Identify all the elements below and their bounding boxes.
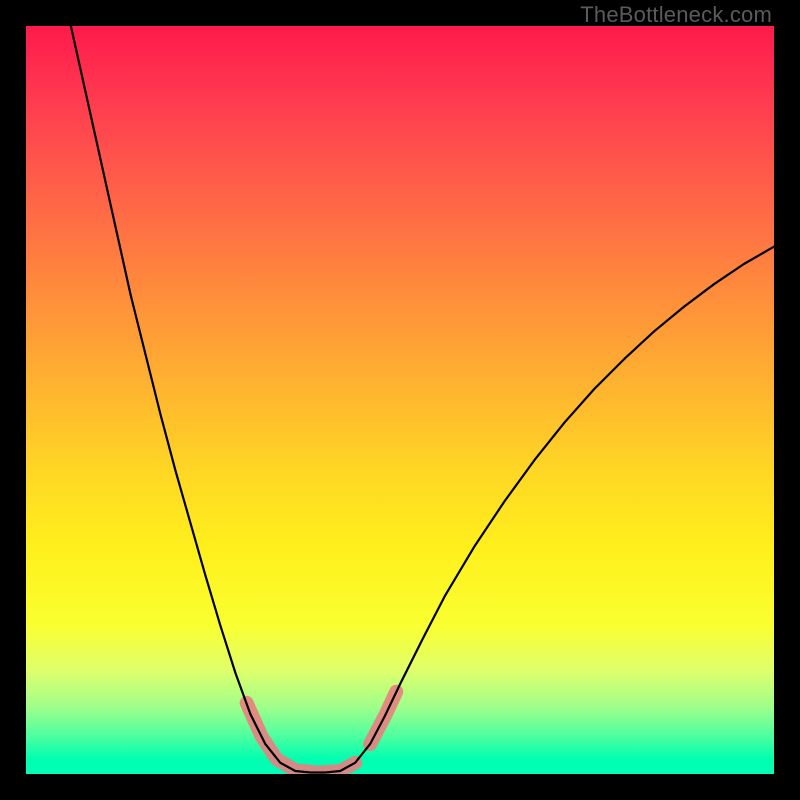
watermark-text: TheBottleneck.com [580, 2, 772, 28]
highlight-band [247, 692, 397, 773]
plot-area [26, 26, 774, 774]
chart-svg [26, 26, 774, 774]
bottleneck-curve [71, 26, 774, 773]
